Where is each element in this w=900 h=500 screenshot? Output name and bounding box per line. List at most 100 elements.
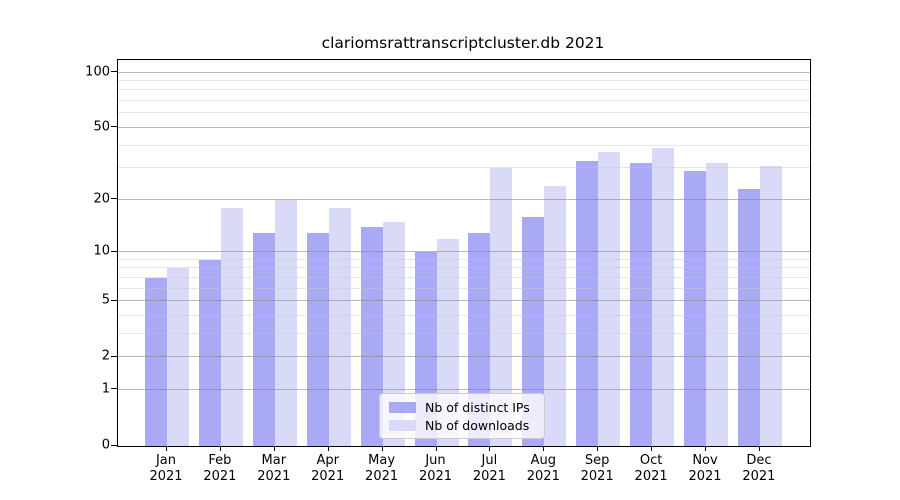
- bar-may-downloads: [382, 221, 405, 446]
- x-tick-mark-may: [381, 446, 383, 451]
- x-tick-label-sep: Sep 2021: [580, 453, 614, 484]
- x-tick-label-may: May 2021: [365, 453, 399, 484]
- gridline-100: [118, 71, 810, 73]
- y-tick-label-0: 0: [101, 437, 110, 453]
- legend-label-downloads: Nb of downloads: [425, 417, 530, 433]
- x-tick-year: 2021: [311, 468, 345, 484]
- bar-mar-downloads: [274, 199, 297, 446]
- bar-dec-downloads: [759, 165, 782, 446]
- bar-apr-distinct-ips: [306, 232, 329, 446]
- bar-sep-distinct-ips: [576, 160, 599, 446]
- x-tick-mark-sep: [597, 446, 599, 451]
- bar-dec-distinct-ips: [737, 188, 760, 446]
- chart-title: clariomsrattranscriptcluster.db 2021: [321, 34, 605, 52]
- x-tick-year: 2021: [580, 468, 614, 484]
- y-tick-label-10: 10: [93, 243, 110, 259]
- x-tick-label-jul: Jul 2021: [472, 453, 506, 484]
- gridline-4: [118, 314, 810, 316]
- legend: Nb of distinct IPs Nb of downloads: [379, 393, 545, 439]
- bar-aug-downloads: [544, 185, 567, 446]
- legend-label-distinct-ips: Nb of distinct IPs: [425, 399, 530, 415]
- x-tick-year: 2021: [418, 468, 453, 484]
- y-tick-label-2: 2: [101, 348, 110, 364]
- gridline-1: [118, 388, 810, 390]
- bar-jul-downloads: [490, 168, 513, 446]
- x-tick-label-aug: Aug 2021: [526, 453, 560, 484]
- gridline-7: [118, 276, 810, 278]
- x-tick-year: 2021: [526, 468, 560, 484]
- plot-area: Nb of distinct IPs Nb of downloads: [117, 59, 811, 447]
- gridline-70: [118, 100, 810, 102]
- x-tick-year: 2021: [203, 468, 237, 484]
- y-tick-mark-20: [111, 198, 117, 200]
- bar-jul-distinct-ips: [468, 232, 491, 446]
- y-tick-label-100: 100: [85, 64, 110, 80]
- x-tick-mark-jun: [435, 446, 437, 451]
- y-tick-mark-50: [111, 126, 117, 128]
- y-tick-mark-0: [111, 444, 117, 446]
- x-tick-label-nov: Nov 2021: [688, 453, 722, 484]
- bar-feb-distinct-ips: [198, 259, 221, 446]
- x-tick-mark-aug: [543, 446, 545, 451]
- legend-swatch-distinct-ips: [389, 401, 416, 413]
- gridline-20: [118, 198, 810, 200]
- bar-nov-downloads: [706, 163, 728, 446]
- bar-nov-distinct-ips: [684, 170, 706, 446]
- bar-may-distinct-ips: [360, 226, 383, 446]
- gridline-10: [118, 251, 810, 252]
- x-tick-mark-oct: [651, 446, 653, 451]
- x-tick-mark-jan: [166, 446, 167, 451]
- x-tick-label-jun: Jun 2021: [418, 453, 453, 484]
- gridline-6: [118, 287, 810, 289]
- x-tick-year: 2021: [257, 468, 291, 484]
- x-tick-year: 2021: [472, 468, 506, 484]
- y-tick-mark-10: [111, 250, 117, 252]
- gridline-5: [118, 300, 810, 301]
- y-tick-mark-100: [111, 71, 117, 73]
- bar-mar-distinct-ips: [252, 232, 275, 446]
- gridline-60: [118, 112, 810, 114]
- bar-oct-downloads: [652, 147, 675, 446]
- x-tick-label-jan: Jan 2021: [149, 453, 183, 484]
- gridline-90: [118, 80, 810, 81]
- x-tick-mark-nov: [705, 446, 706, 451]
- y-tick-mark-2: [111, 355, 117, 357]
- x-tick-year: 2021: [365, 468, 399, 484]
- gridlines-layer: [118, 60, 810, 446]
- gridline-40: [118, 144, 810, 146]
- y-tick-label-5: 5: [101, 292, 110, 308]
- x-tick-label-apr: Apr 2021: [311, 453, 345, 484]
- x-tick-mark-jul: [489, 446, 491, 451]
- x-tick-year: 2021: [149, 468, 183, 484]
- y-tick-label-1: 1: [101, 381, 110, 397]
- y-tick-label-20: 20: [93, 191, 110, 207]
- x-tick-year: 2021: [688, 468, 722, 484]
- x-tick-mark-mar: [273, 446, 275, 451]
- y-tick-mark-5: [111, 299, 117, 301]
- bar-sep-downloads: [598, 151, 621, 446]
- bars-layer: [118, 60, 810, 446]
- gridline-2: [118, 356, 810, 358]
- gridline-30: [118, 167, 810, 169]
- bar-aug-distinct-ips: [522, 216, 545, 446]
- x-tick-year: 2021: [742, 468, 776, 484]
- x-tick-mark-dec: [758, 446, 760, 451]
- bar-oct-distinct-ips: [630, 163, 653, 446]
- legend-item-distinct-ips: Nb of distinct IPs: [380, 400, 544, 415]
- gridline-8: [118, 267, 810, 269]
- bar-feb-downloads: [220, 207, 243, 446]
- gridline-50: [118, 126, 810, 128]
- bar-apr-downloads: [328, 207, 351, 446]
- x-tick-year: 2021: [634, 468, 668, 484]
- x-tick-label-mar: Mar 2021: [257, 453, 291, 484]
- x-tick-label-dec: Dec 2021: [742, 453, 776, 484]
- bar-jan-distinct-ips: [145, 277, 167, 446]
- gridline-9: [118, 258, 810, 260]
- y-tick-label-50: 50: [93, 119, 110, 135]
- x-tick-label-oct: Oct 2021: [634, 453, 668, 484]
- x-tick-label-feb: Feb 2021: [203, 453, 237, 484]
- y-tick-mark-1: [111, 388, 117, 390]
- x-tick-mark-apr: [327, 446, 329, 451]
- gridline-80: [118, 89, 810, 91]
